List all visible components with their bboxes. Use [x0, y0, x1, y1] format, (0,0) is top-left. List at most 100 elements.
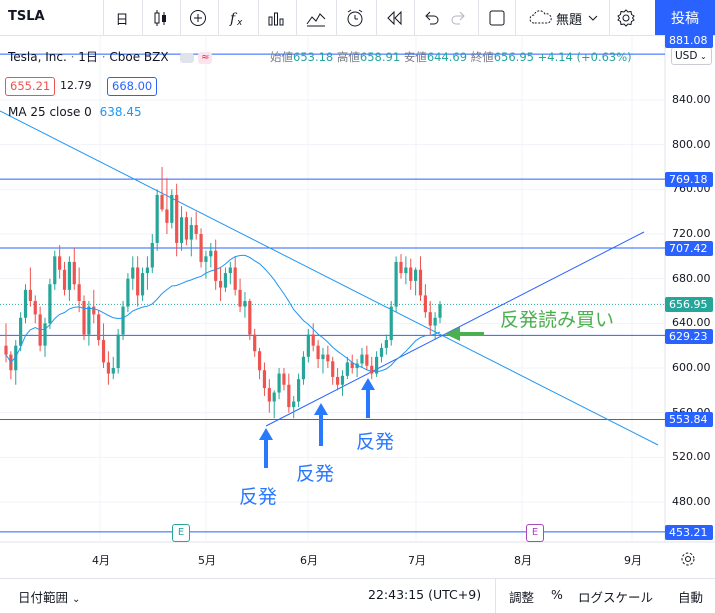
chart-grid: [0, 36, 715, 543]
candle-body: [262, 370, 267, 389]
candle-body: [267, 388, 271, 402]
candle-body: [423, 295, 427, 313]
time-tick-label: 7月: [408, 554, 426, 567]
candle-body: [97, 314, 101, 341]
candle-body: [82, 301, 86, 335]
candle-body: [218, 280, 223, 288]
currency-dropdown[interactable]: USD ⌄: [671, 47, 712, 65]
candle-body: [28, 289, 32, 301]
date-range-button[interactable]: 日付範囲 ⌄: [18, 587, 80, 606]
legend-ohlc: 始値653.18 高値658.91 安値644.69 終値656.95 +4.1…: [270, 49, 632, 65]
toolbar-divider: [180, 0, 181, 35]
line-chart-icon[interactable]: [302, 5, 330, 31]
buy-annotation: 反発読み買い: [500, 309, 615, 331]
axis-settings-gear-icon[interactable]: [680, 551, 696, 567]
plus-circle-icon[interactable]: [186, 5, 210, 31]
price-tick-label: 600.00: [672, 361, 711, 374]
symbol-name[interactable]: Tesla, Inc.: [8, 50, 67, 64]
candle-body: [282, 373, 286, 385]
candle-body: [92, 306, 96, 315]
interval-button[interactable]: 日: [115, 12, 129, 28]
price-tick-label: 640.00: [672, 316, 711, 330]
candle-body: [19, 317, 23, 346]
candle-body: [184, 217, 189, 240]
publish-button[interactable]: 投稿: [655, 0, 715, 35]
low-label: 安値: [403, 50, 427, 64]
auto-scale-button[interactable]: 自動: [678, 590, 704, 605]
bar-chart-icon[interactable]: [264, 5, 288, 31]
price-tick-label: 480.00: [672, 495, 711, 508]
layout-name-dropdown[interactable]: 無題: [520, 5, 608, 31]
candle-body: [14, 345, 18, 371]
adjust-button[interactable]: 調整: [509, 590, 535, 605]
candle-body: [106, 362, 111, 374]
bid-price-box[interactable]: 655.21: [5, 77, 56, 96]
candle-body: [58, 256, 62, 270]
candle-body: [62, 269, 67, 290]
undo-icon[interactable]: [420, 5, 442, 31]
candle-body: [204, 256, 208, 262]
candle-body: [414, 269, 418, 281]
symbol-search-button[interactable]: TSLA: [8, 9, 45, 24]
ask-price-box[interactable]: 668.00: [107, 77, 158, 96]
candle-body: [248, 301, 252, 335]
replay-icon[interactable]: [383, 5, 407, 31]
candle-body: [384, 340, 388, 348]
candle-body: [145, 267, 150, 274]
earnings-marker[interactable]: E: [172, 524, 190, 542]
candle-body: [292, 401, 296, 408]
candle-body: [209, 250, 213, 257]
clock-time[interactable]: 22:43:15 (UTC+9): [368, 587, 482, 602]
candle-body: [48, 284, 52, 324]
ma-legend[interactable]: MA 25 close 0 638.45: [8, 105, 142, 119]
candle-body: [4, 345, 8, 355]
legend-wave-icon[interactable]: ≈: [198, 51, 213, 64]
candle-body: [233, 267, 237, 290]
candle-body: [67, 261, 71, 290]
log-scale-button[interactable]: ログスケール: [578, 590, 654, 605]
price-label-769: 769.18: [665, 172, 713, 187]
candle-body: [301, 356, 306, 380]
spread-value: 12.79: [60, 79, 92, 92]
candle-body: [214, 250, 218, 281]
open-label: 始値: [270, 50, 293, 64]
time-tick-label: 5月: [198, 554, 216, 567]
high-value: 658.91: [359, 50, 401, 64]
candle-body: [131, 267, 135, 279]
chevron-down-icon: [588, 15, 598, 21]
candle-body: [277, 373, 281, 393]
annotation-arrows: [259, 327, 484, 468]
fullscreen-square-icon[interactable]: [485, 5, 509, 31]
candle-body: [438, 304, 442, 318]
candle-body: [165, 209, 169, 223]
currency-label: USD: [675, 50, 698, 62]
percent-scale-button[interactable]: %: [551, 587, 563, 602]
candle-body: [311, 334, 315, 346]
candle-body: [238, 289, 242, 307]
price-tick-label: 840.00: [672, 93, 711, 106]
horizontal-levels: [0, 53, 665, 533]
candle-body: [23, 289, 28, 318]
candle-style-icon[interactable]: [148, 5, 172, 31]
candle-body: [375, 356, 379, 374]
price-label-629: 629.23: [665, 329, 713, 344]
gear-icon[interactable]: [614, 5, 638, 31]
candle-body: [404, 267, 408, 274]
event-marker[interactable]: E: [526, 524, 544, 542]
candle-body: [150, 242, 154, 268]
candle-body: [389, 306, 393, 341]
ascending-trendline: [265, 231, 645, 427]
redo-icon[interactable]: [448, 5, 470, 31]
earnings-marker-label: E: [177, 527, 185, 538]
legend-toggle-icon[interactable]: [180, 52, 195, 63]
candle-body: [379, 347, 384, 357]
price-chart[interactable]: [0, 36, 715, 578]
low-value: 644.69: [426, 50, 468, 64]
price-tick-label: 720.00: [672, 227, 711, 240]
alarm-clock-icon[interactable]: [342, 5, 368, 31]
candle-body: [111, 368, 115, 374]
high-label: 高値: [336, 50, 360, 64]
candle-body: [33, 301, 37, 315]
toolbar-divider: [609, 0, 610, 35]
